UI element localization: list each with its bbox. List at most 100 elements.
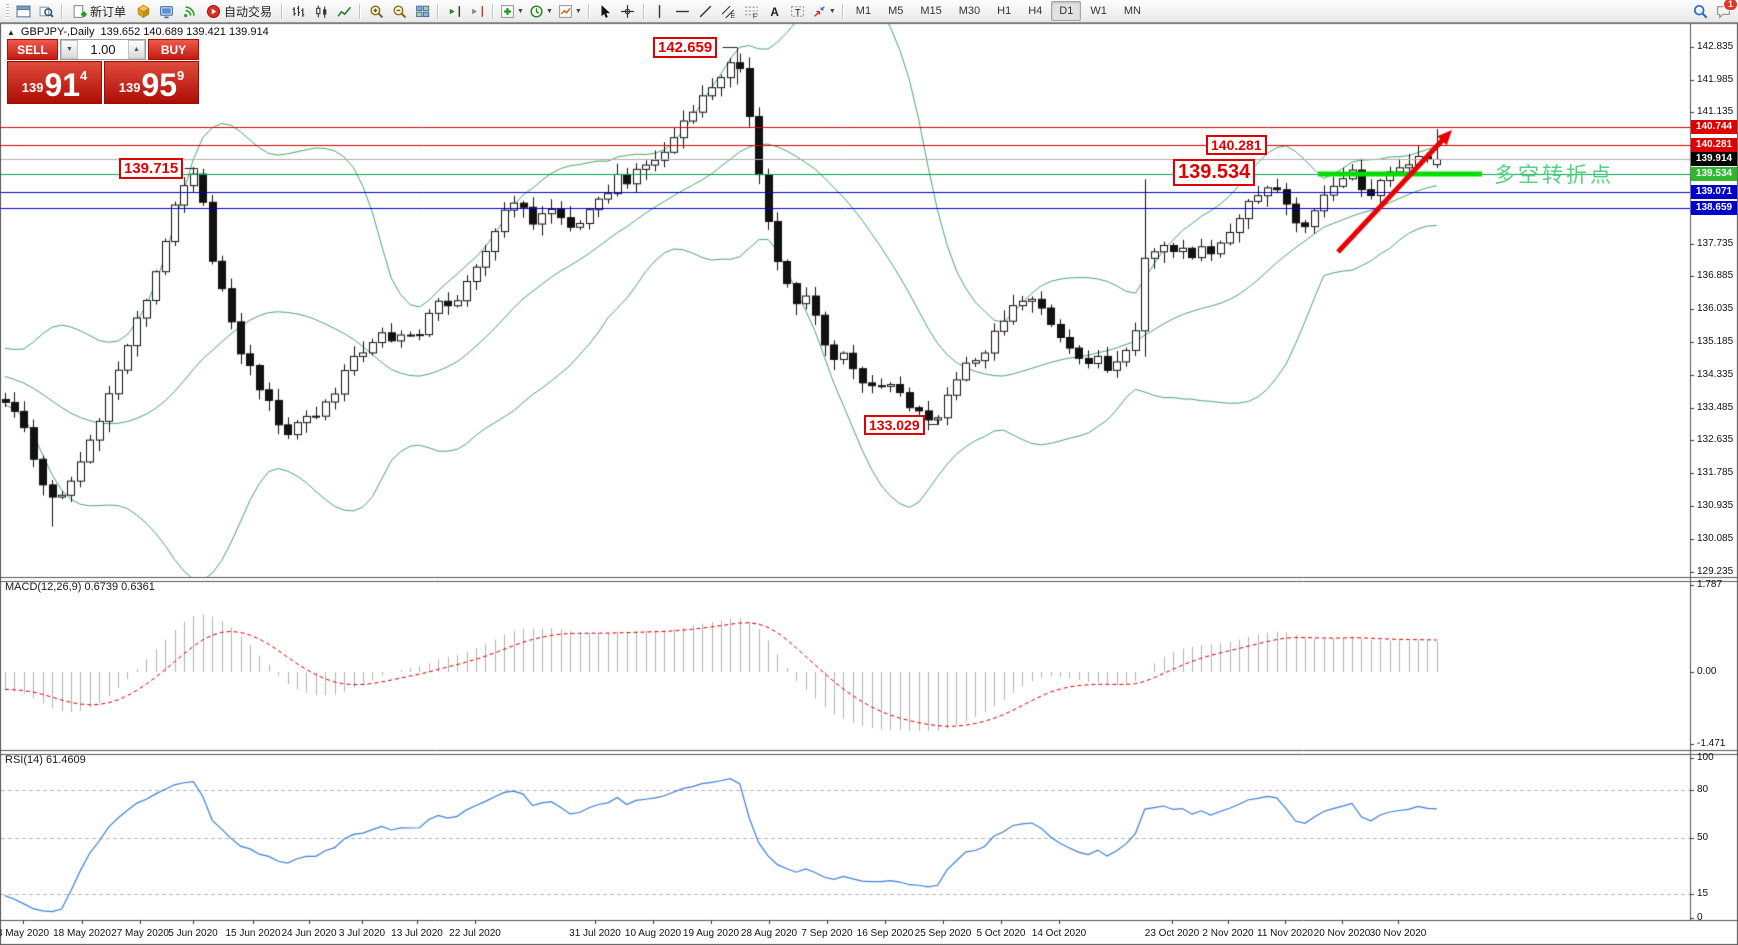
vertical-line-icon[interactable] bbox=[649, 1, 671, 21]
cycles-icon-glyph bbox=[530, 4, 543, 18]
axis-price-badge: 140.744 bbox=[1691, 120, 1737, 135]
date-label: 11 Nov 2020 bbox=[1257, 928, 1313, 939]
zoom-in-icon[interactable] bbox=[365, 1, 387, 21]
rsi-tick: 50 bbox=[1697, 832, 1709, 843]
timeframe-m1[interactable]: M1 bbox=[855, 5, 872, 17]
cursor-icon-glyph bbox=[601, 4, 611, 18]
data-window-icon-glyph bbox=[39, 6, 54, 18]
volume-down-icon[interactable]: ▼ bbox=[61, 40, 78, 59]
toolbar-separator bbox=[61, 3, 63, 19]
sell-button[interactable]: SELL bbox=[7, 39, 58, 60]
dropdown-caret-icon[interactable]: ▼ bbox=[574, 7, 582, 15]
date-label: 5 Oct 2020 bbox=[976, 928, 1026, 939]
indicators-icon-glyph bbox=[501, 4, 514, 18]
price-tick: 135.185 bbox=[1697, 335, 1734, 347]
candlestick-chart-icon-glyph bbox=[315, 5, 326, 18]
date-label: 22 Jul 2020 bbox=[449, 928, 501, 939]
arrows-icon[interactable]: ▼ bbox=[810, 1, 838, 21]
timeframe-m15[interactable]: M15 bbox=[920, 5, 942, 17]
volume-up-icon[interactable]: ▲ bbox=[128, 40, 145, 59]
auto-scroll-icon[interactable] bbox=[443, 1, 465, 21]
horizontal-line-icon[interactable] bbox=[672, 1, 694, 21]
annotation-cn-note[interactable]: 多空转折点 bbox=[1494, 164, 1614, 187]
bar-chart-icon[interactable] bbox=[287, 1, 309, 21]
date-label: 2 Nov 2020 bbox=[1202, 928, 1254, 939]
equidistant-channel-icon[interactable]: E bbox=[718, 1, 740, 21]
dropdown-caret-icon[interactable]: ▼ bbox=[545, 7, 553, 15]
label-icon[interactable]: T bbox=[787, 1, 809, 21]
timeframe-m30[interactable]: M30 bbox=[958, 5, 981, 17]
price-tick: 142.835 bbox=[1697, 40, 1734, 52]
collapse-marker-icon[interactable]: ▲ bbox=[7, 27, 15, 37]
tile-windows-icon[interactable] bbox=[411, 1, 433, 21]
search-button[interactable] bbox=[1689, 1, 1711, 21]
price-tick: 129.235 bbox=[1697, 565, 1734, 577]
annotation-high-139715[interactable]: 139.715 bbox=[119, 158, 184, 180]
timeframe-mn[interactable]: MN bbox=[1123, 5, 1141, 17]
fibonacci-icon[interactable]: F bbox=[741, 1, 763, 21]
annotation-low-133029[interactable]: 133.029 bbox=[864, 415, 925, 436]
zoom-in-icon-glyph bbox=[369, 4, 383, 18]
buy-button[interactable]: BUY bbox=[148, 39, 199, 60]
date-label: 16 Sep 2020 bbox=[856, 928, 914, 939]
dropdown-caret-icon[interactable]: ▼ bbox=[828, 7, 836, 15]
date-label: 24 Jun 2020 bbox=[281, 928, 337, 939]
price-tick: 136.035 bbox=[1697, 303, 1734, 315]
new-order-button-glyph bbox=[73, 4, 87, 18]
templates-icon[interactable]: ▼ bbox=[556, 1, 584, 21]
text-icon[interactable]: A bbox=[764, 1, 786, 21]
data-window-icon[interactable] bbox=[35, 1, 57, 21]
market-depth-icon[interactable] bbox=[132, 1, 154, 21]
signals-icon[interactable] bbox=[178, 1, 200, 21]
equidistant-channel-icon-glyph: E bbox=[722, 5, 736, 19]
axis-price-badge: 140.281 bbox=[1691, 138, 1737, 153]
zoom-out-icon[interactable] bbox=[388, 1, 410, 21]
buy-price-panel[interactable]: 139 95 9 bbox=[104, 61, 199, 104]
cycles-icon[interactable]: ▼ bbox=[527, 1, 555, 21]
sell-price-panel[interactable]: 139 91 4 bbox=[7, 61, 102, 104]
macd-tick: 0.00 bbox=[1697, 666, 1717, 677]
price-tick: 134.335 bbox=[1697, 368, 1734, 380]
candlestick-chart-icon[interactable] bbox=[310, 1, 332, 21]
date-label: 7 Sep 2020 bbox=[801, 928, 853, 939]
horizontal-line-icon-glyph bbox=[676, 10, 690, 12]
crosshair-icon[interactable] bbox=[617, 1, 639, 21]
date-label: 31 Jul 2020 bbox=[569, 928, 621, 939]
indicators-icon[interactable]: ▼ bbox=[498, 1, 526, 21]
auto-trading-button[interactable]: 自动交易 bbox=[201, 1, 277, 21]
one-click-trading-panel: SELL ▼ 1.00 ▲ BUY 139 91 4 139 95 9 bbox=[7, 39, 199, 104]
new-order-button[interactable]: 新订单 bbox=[67, 1, 131, 21]
chart-shift-icon[interactable] bbox=[466, 1, 488, 21]
timeframe-m5[interactable]: M5 bbox=[888, 5, 904, 17]
volume-input[interactable]: 1.00 bbox=[90, 42, 116, 57]
date-label: 30 Nov 2020 bbox=[1369, 928, 1427, 939]
timeframe-h4[interactable]: H4 bbox=[1028, 5, 1043, 17]
crosshair-icon-glyph bbox=[621, 4, 635, 18]
svg-text:A: A bbox=[771, 5, 780, 18]
main-toolbar: 新订单 自动交易 ▼ ▼ ▼ E F A T ▼ M1 M5 M15 M30 H1 H4 D1 W1 MN 1 bbox=[0, 0, 1738, 23]
dropdown-caret-icon[interactable]: ▼ bbox=[517, 7, 524, 15]
auto-trading-button-glyph bbox=[206, 4, 221, 18]
date-label: 25 Sep 2020 bbox=[914, 928, 972, 939]
date-label: 14 Oct 2020 bbox=[1031, 928, 1087, 939]
svg-text:T: T bbox=[795, 7, 801, 18]
chart-window-icon[interactable] bbox=[12, 1, 34, 21]
cursor-icon[interactable] bbox=[594, 1, 616, 21]
annotation-resistance-140281[interactable]: 140.281 bbox=[1206, 135, 1267, 156]
date-label: 23 Oct 2020 bbox=[1144, 928, 1200, 939]
timeframe-d1[interactable]: D1 bbox=[1051, 1, 1082, 21]
annotation-high-142659[interactable]: 142.659 bbox=[653, 37, 718, 59]
terminal-icon[interactable] bbox=[155, 1, 177, 21]
line-chart-icon[interactable] bbox=[333, 1, 355, 21]
timeframe-w1[interactable]: W1 bbox=[1090, 5, 1107, 17]
timeframe-h1[interactable]: H1 bbox=[997, 5, 1012, 17]
notifications-button[interactable]: 1 bbox=[1712, 0, 1738, 21]
axis-price-badge: 139.071 bbox=[1691, 184, 1737, 199]
volume-stepper: ▼ 1.00 ▲ bbox=[60, 39, 146, 60]
trendline-icon-glyph bbox=[699, 5, 712, 17]
axis-price-badge: 139.534 bbox=[1691, 167, 1737, 182]
date-label: 13 Jul 2020 bbox=[391, 928, 443, 939]
trendline-icon[interactable] bbox=[695, 1, 717, 21]
annotation-support-139534[interactable]: 139.534 bbox=[1173, 159, 1256, 186]
